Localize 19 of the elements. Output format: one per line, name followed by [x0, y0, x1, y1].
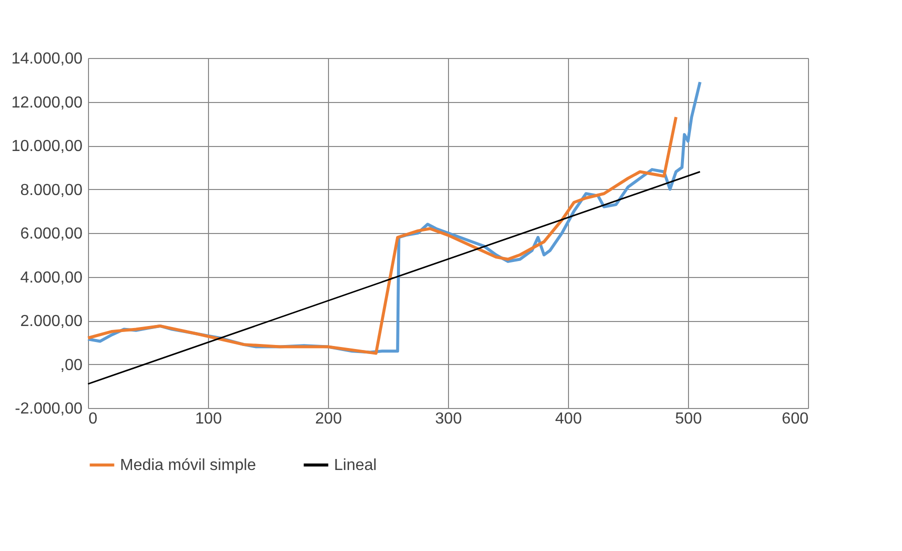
y-tick-label: 2.000,00	[20, 313, 83, 330]
y-tick-label: ,00	[60, 356, 83, 374]
y-tick-label: 10.000,00	[11, 138, 83, 155]
y-tick-label: 6.000,00	[20, 226, 83, 242]
y-tick-label: 4.000,00	[20, 269, 83, 286]
x-tick-label: 300	[435, 410, 462, 428]
y-tick-label: 8.000,00	[20, 182, 83, 199]
y-tick-label: 12.000,00	[11, 94, 83, 112]
legend-label: Media móvil simple	[120, 457, 256, 474]
x-tick-label: 0	[88, 410, 98, 428]
y-tick-label: 14.000,00	[11, 50, 83, 68]
legend-label: Lineal	[334, 457, 377, 474]
x-tick-label: 200	[315, 410, 342, 428]
line-series	[86, 116, 678, 355]
y-tick-label: -2.000,00	[14, 400, 83, 418]
x-tick-label: 500	[675, 410, 702, 428]
x-tick-label: 100	[195, 410, 222, 428]
x-tick-label: 600	[782, 410, 809, 428]
x-tick-label: 400	[555, 410, 582, 428]
